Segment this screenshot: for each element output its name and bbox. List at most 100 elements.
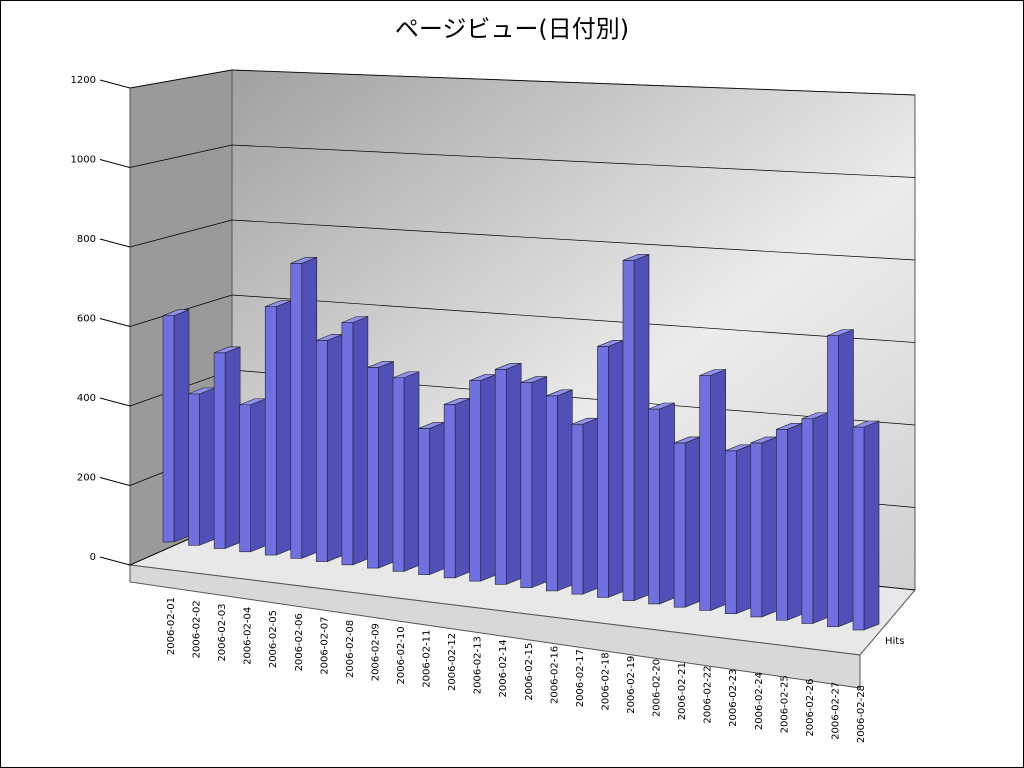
bar bbox=[648, 402, 675, 605]
bar-front bbox=[188, 393, 200, 546]
bar bbox=[239, 398, 266, 553]
bar-side bbox=[531, 376, 548, 589]
bar-side bbox=[275, 300, 292, 556]
series-label: Hits bbox=[885, 636, 904, 647]
bar bbox=[341, 316, 369, 566]
bar-front bbox=[622, 260, 635, 601]
bar-top bbox=[290, 257, 317, 264]
bar bbox=[316, 333, 343, 562]
x-tick-label: 2006-02-02 bbox=[192, 600, 203, 658]
x-tick-label: 2006-02-12 bbox=[447, 633, 458, 691]
tick-mark bbox=[99, 477, 131, 486]
bar-side bbox=[608, 340, 624, 598]
x-tick-label: 2006-02-21 bbox=[677, 662, 688, 720]
bar-side bbox=[684, 436, 701, 608]
bar bbox=[546, 389, 573, 592]
bar bbox=[443, 397, 471, 579]
bar-front bbox=[443, 404, 456, 579]
bar bbox=[750, 436, 778, 618]
bar-top bbox=[392, 371, 420, 379]
grid-line bbox=[231, 144, 916, 178]
bar-top bbox=[622, 254, 650, 261]
bar-side bbox=[812, 412, 829, 624]
grid-line bbox=[129, 144, 233, 168]
bar-front bbox=[494, 368, 507, 585]
bar-top bbox=[162, 309, 190, 316]
bar-front bbox=[571, 423, 584, 595]
x-tick-label: 2006-02-26 bbox=[805, 678, 816, 736]
bar bbox=[392, 371, 420, 572]
x-tick-label: 2006-02-27 bbox=[830, 682, 841, 740]
x-tick-label: 2006-02-28 bbox=[856, 685, 867, 743]
bar bbox=[290, 256, 318, 559]
bar bbox=[597, 340, 624, 598]
bar bbox=[367, 361, 394, 569]
bar bbox=[724, 444, 752, 615]
y-tick-label: 800 bbox=[77, 234, 96, 245]
bar-front bbox=[648, 408, 660, 605]
bar-side bbox=[378, 361, 394, 569]
x-tick-label: 2006-02-23 bbox=[728, 669, 739, 727]
bar-side bbox=[352, 316, 369, 566]
bar-side bbox=[429, 421, 445, 576]
bar-side bbox=[633, 253, 650, 602]
tick-mark bbox=[99, 238, 131, 248]
bar bbox=[520, 376, 548, 589]
bar-side bbox=[250, 398, 266, 553]
bar-front bbox=[341, 322, 354, 566]
bar-front bbox=[239, 404, 251, 553]
bar-front bbox=[264, 306, 277, 556]
x-tick-label: 2006-02-05 bbox=[268, 610, 279, 668]
bar-front bbox=[776, 429, 788, 621]
x-tick-label: 2006-02-10 bbox=[396, 626, 407, 684]
grid-line bbox=[129, 219, 233, 248]
bar bbox=[188, 387, 215, 546]
y-tick-label: 1200 bbox=[71, 75, 96, 86]
bar-side bbox=[480, 374, 496, 582]
bar bbox=[622, 253, 650, 602]
bar-front bbox=[162, 315, 175, 543]
bar-front bbox=[827, 335, 839, 628]
bar-front bbox=[367, 367, 379, 569]
bar-front bbox=[699, 375, 711, 611]
bar bbox=[852, 420, 880, 631]
bar-side bbox=[505, 362, 522, 585]
bar-top bbox=[341, 316, 369, 323]
bar-side bbox=[224, 346, 241, 549]
bar-side bbox=[327, 333, 343, 562]
x-tick-label: 2006-02-15 bbox=[524, 643, 535, 701]
x-tick-label: 2006-02-04 bbox=[243, 607, 254, 665]
bar bbox=[213, 346, 241, 549]
bar-side bbox=[403, 371, 420, 572]
bar-top bbox=[520, 376, 547, 383]
tick-mark bbox=[99, 397, 131, 407]
bar-side bbox=[454, 397, 471, 579]
x-tick-label: 2006-02-01 bbox=[166, 597, 177, 655]
bar-front bbox=[546, 395, 558, 592]
bar-side bbox=[710, 369, 726, 611]
bar-top bbox=[648, 402, 675, 410]
bar-side bbox=[863, 420, 880, 631]
x-tick-label: 2006-02-06 bbox=[294, 613, 305, 671]
x-tick-label: 2006-02-22 bbox=[703, 665, 714, 723]
bar-front bbox=[597, 346, 609, 598]
bar bbox=[162, 309, 190, 543]
bar-side bbox=[199, 387, 215, 546]
bar bbox=[673, 436, 701, 608]
bar-front bbox=[673, 442, 686, 608]
bar-top bbox=[213, 346, 241, 354]
bar-side bbox=[735, 444, 752, 615]
bar-side bbox=[173, 309, 190, 543]
bar bbox=[418, 421, 445, 576]
bar-front bbox=[392, 377, 405, 572]
floor-edge bbox=[129, 564, 861, 689]
bar-top bbox=[699, 369, 726, 376]
bar bbox=[699, 369, 726, 611]
grid-line bbox=[231, 69, 916, 96]
bar-front bbox=[316, 340, 328, 562]
tick-mark bbox=[99, 556, 131, 566]
bar bbox=[801, 412, 829, 624]
tick-mark bbox=[99, 318, 131, 327]
y-tick-label: 200 bbox=[77, 473, 96, 484]
x-tick-label: 2006-02-18 bbox=[600, 652, 611, 710]
